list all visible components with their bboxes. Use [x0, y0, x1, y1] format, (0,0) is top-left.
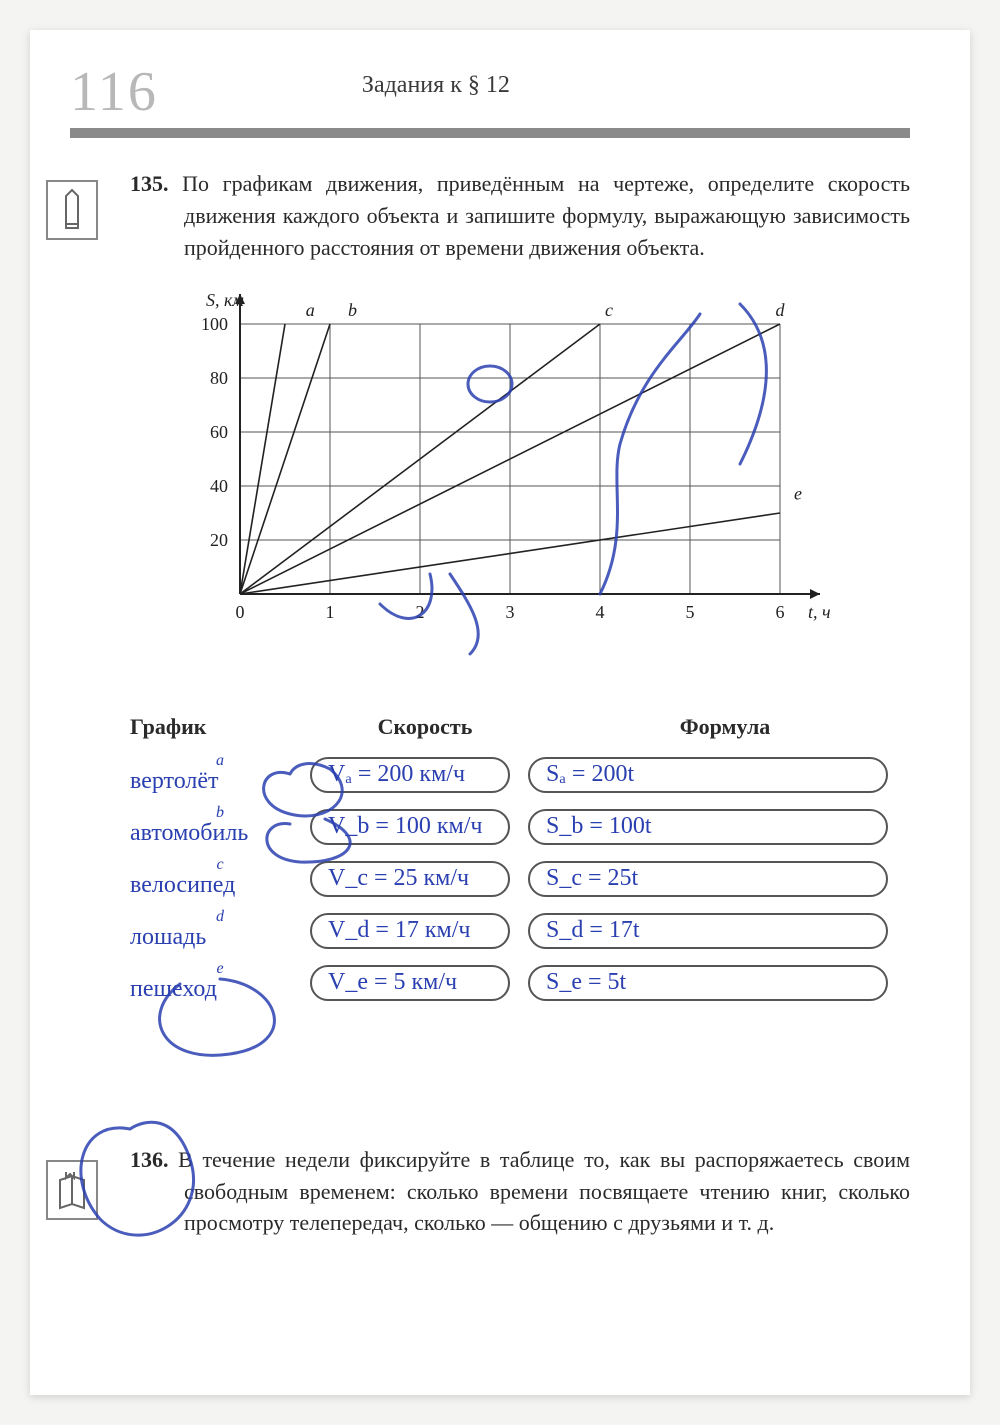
- svg-text:100: 100: [201, 314, 228, 334]
- svg-text:b: b: [348, 300, 357, 320]
- answer-letter: a: [130, 755, 310, 768]
- answer-object-text: пешеход: [130, 976, 310, 1003]
- answer-object: eпешеход: [130, 963, 310, 1003]
- col-header-speed: Скорость: [310, 714, 540, 740]
- svg-text:1: 1: [326, 602, 335, 622]
- task-135-number: 135.: [130, 171, 169, 196]
- task-136-number: 136.: [130, 1147, 169, 1172]
- answers-header-row: График Скорость Формула: [130, 714, 910, 740]
- speed-lozenge: V_d = 17 км/ч: [310, 913, 510, 949]
- book-icon: [46, 1160, 98, 1220]
- svg-text:40: 40: [210, 476, 228, 496]
- answer-object: bавтомобиль: [130, 807, 310, 847]
- answer-speed: Vₐ = 200 км/ч: [328, 761, 465, 788]
- svg-text:5: 5: [686, 602, 695, 622]
- answer-row: cвелосипед V_c = 25 км/ч S_c = 25t: [130, 858, 910, 900]
- answer-row: dлошадь V_d = 17 км/ч S_d = 17t: [130, 910, 910, 952]
- col-header-graph: График: [130, 714, 310, 740]
- svg-text:60: 60: [210, 422, 228, 442]
- answer-object-text: автомобиль: [130, 820, 310, 847]
- formula-lozenge: S_d = 17t: [528, 913, 888, 949]
- answer-object-text: лошадь: [130, 924, 310, 951]
- pen-circle-mark: [468, 366, 512, 402]
- formula-lozenge: S_b = 100t: [528, 809, 888, 845]
- answer-letter: b: [130, 807, 310, 820]
- pencil-icon: [46, 180, 98, 240]
- formula-lozenge: S_c = 25t: [528, 861, 888, 897]
- header-rule: [70, 128, 910, 138]
- svg-text:e: e: [794, 483, 802, 503]
- task-135: 135. По графикам движения, приведённым н…: [130, 168, 910, 264]
- answer-speed: V_d = 17 км/ч: [328, 917, 470, 944]
- section-title: Задания к § 12: [362, 72, 510, 99]
- answer-object: dлошадь: [130, 911, 310, 951]
- answer-formula: S_d = 17t: [546, 917, 640, 944]
- pen-scribble-3: [380, 574, 478, 654]
- svg-text:6: 6: [776, 602, 785, 622]
- task-135-body: По графикам движения, приведённым на чер…: [182, 171, 910, 260]
- answer-speed: V_c = 25 км/ч: [328, 865, 469, 892]
- svg-text:0: 0: [236, 602, 245, 622]
- svg-text:20: 20: [210, 530, 228, 550]
- svg-text:80: 80: [210, 368, 228, 388]
- answers-table: График Скорость Формула aвертолёт Vₐ = 20…: [130, 714, 910, 1004]
- page-header: 116 Задания к § 12: [70, 60, 910, 138]
- answer-row: aвертолёт Vₐ = 200 км/ч Sₐ = 200t: [130, 754, 910, 796]
- answer-formula: S_b = 100t: [546, 813, 652, 840]
- speed-lozenge: V_c = 25 км/ч: [310, 861, 510, 897]
- speed-lozenge: Vₐ = 200 км/ч: [310, 757, 510, 793]
- svg-text:3: 3: [506, 602, 515, 622]
- motion-chart: 012345620406080100S, кмt, чabcde: [180, 294, 910, 674]
- answer-formula: Sₐ = 200t: [546, 761, 634, 788]
- pen-scribble-1: [600, 314, 700, 594]
- page-number: 116: [70, 60, 158, 124]
- task-136-text: 136. В течение недели фиксируйте в табли…: [130, 1144, 910, 1240]
- col-header-formula: Формула: [540, 714, 910, 740]
- answer-speed: V_e = 5 км/ч: [328, 969, 457, 996]
- pen-scribble-2: [740, 304, 766, 464]
- answer-object: cвелосипед: [130, 859, 310, 899]
- svg-text:S, км: S, км: [206, 294, 244, 310]
- workbook-page: 116 Задания к § 12 135. По графикам движ…: [30, 30, 970, 1395]
- answer-row: bавтомобиль V_b = 100 км/ч S_b = 100t: [130, 806, 910, 848]
- answer-speed: V_b = 100 км/ч: [328, 813, 482, 840]
- task-136: 136. В течение недели фиксируйте в табли…: [130, 1144, 910, 1240]
- answer-row: eпешеход V_e = 5 км/ч S_e = 5t: [130, 962, 910, 1004]
- answer-object-text: велосипед: [130, 872, 310, 899]
- answer-letter: e: [130, 963, 310, 976]
- speed-lozenge: V_e = 5 км/ч: [310, 965, 510, 1001]
- answer-letter: d: [130, 911, 310, 924]
- svg-text:d: d: [776, 300, 786, 320]
- answer-formula: S_e = 5t: [546, 969, 626, 996]
- answer-letter: c: [130, 859, 310, 872]
- formula-lozenge: S_e = 5t: [528, 965, 888, 1001]
- speed-lozenge: V_b = 100 км/ч: [310, 809, 510, 845]
- formula-lozenge: Sₐ = 200t: [528, 757, 888, 793]
- svg-text:4: 4: [596, 602, 605, 622]
- svg-text:c: c: [605, 300, 613, 320]
- svg-text:t, ч: t, ч: [808, 602, 831, 622]
- answer-object: aвертолёт: [130, 755, 310, 795]
- task-136-body: В течение недели фиксируйте в таблице то…: [178, 1147, 910, 1236]
- chart-svg: 012345620406080100S, кмt, чabcde: [180, 294, 860, 674]
- svg-text:a: a: [306, 300, 315, 320]
- answer-formula: S_c = 25t: [546, 865, 638, 892]
- task-135-text: 135. По графикам движения, приведённым н…: [130, 168, 910, 264]
- answer-object-text: вертолёт: [130, 768, 310, 795]
